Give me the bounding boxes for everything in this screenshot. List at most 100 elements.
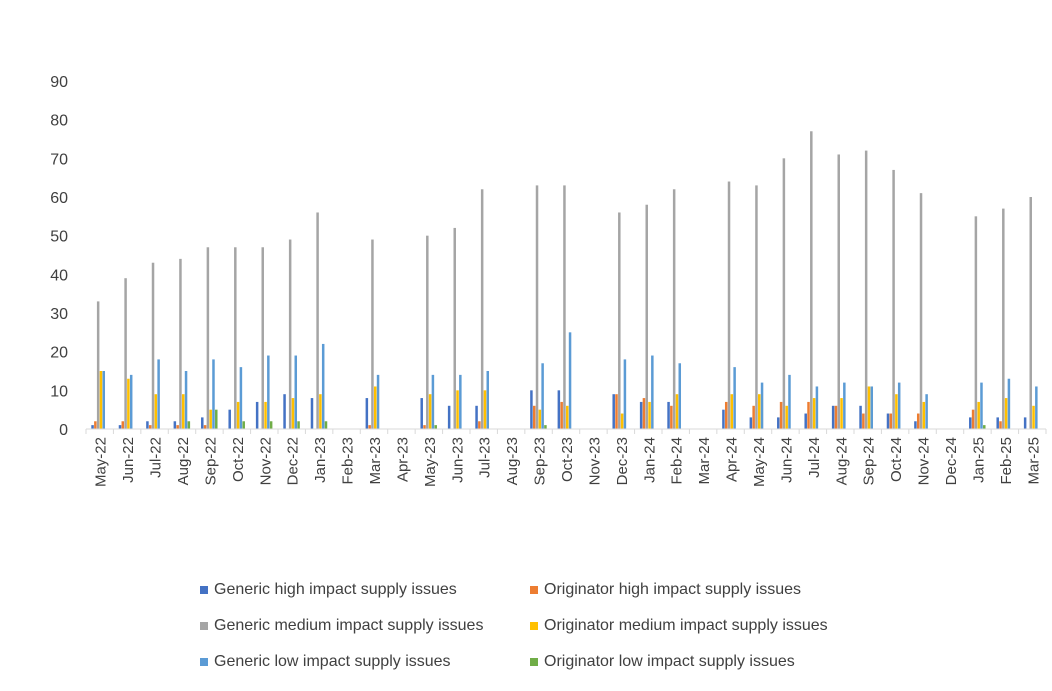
bar [804,413,807,429]
bar [867,386,871,429]
bar [843,382,846,429]
y-tick-label: 30 [50,306,68,323]
bar [239,367,243,429]
bar [291,398,295,429]
x-tick-label: Dec-22 [285,437,302,485]
bar [969,417,972,429]
bar [294,355,298,429]
bar [459,374,462,429]
bar [234,247,237,429]
legend-swatch-originator-low [530,658,538,666]
x-tick-label: May-24 [751,437,768,487]
bar [834,405,838,429]
bar [566,405,569,429]
bar [99,371,103,429]
bar [283,394,286,429]
bar [722,409,725,429]
x-tick-label: Jul-22 [148,437,165,478]
bar [612,394,615,429]
bar [1029,197,1032,429]
bar [1004,398,1008,429]
bar [977,401,980,429]
bar [203,425,207,429]
x-tick-label: Aug-22 [175,437,192,485]
x-tick-label: Jun-23 [449,437,466,483]
bar [530,390,533,429]
bar [288,239,292,429]
x-tick-label: May-22 [93,437,110,487]
bar [324,421,328,429]
x-tick-label: Dec-23 [614,437,631,485]
bar [209,409,212,429]
x-tick-label: Oct-24 [888,437,905,482]
y-tick-label: 90 [50,74,68,91]
x-tick-label: Mar-24 [696,437,713,485]
bar [648,401,651,429]
bar [914,421,917,429]
bar [815,386,819,429]
bar [532,405,536,429]
bar [486,371,490,429]
bar [672,189,676,429]
x-tick-label: Apr-23 [394,437,411,482]
legend-label-originator-medium: Originator medium impact supply issues [544,617,828,634]
bar [179,258,182,429]
bar [201,417,204,429]
y-axis-ticks: 0 10 20 30 40 50 60 70 80 90 [50,74,68,439]
bar [434,425,437,429]
bar [974,216,978,429]
bar [623,359,627,429]
bar [675,394,679,429]
bar [618,212,621,429]
bar [837,154,840,429]
bar [922,401,926,429]
legend-swatch-originator-medium [530,622,538,630]
bar [563,185,566,429]
bar [1032,405,1035,429]
bar [228,409,231,429]
bar [184,371,188,429]
bar [651,355,654,429]
bar [785,405,788,429]
bar [557,390,561,429]
bar [426,235,429,429]
bar [154,394,158,429]
bar [980,382,983,429]
bar [620,413,624,429]
bar [267,355,270,429]
bar [420,398,423,429]
x-tick-label: Nov-24 [916,437,933,485]
bar [892,169,895,429]
legend-label-generic-high: Generic high impact supply issues [214,581,457,598]
legend-label-generic-low: Generic low impact supply issues [214,653,451,670]
legend-swatch-generic-high [200,586,208,594]
x-tick-label: Jan-25 [970,437,987,483]
bar [94,421,97,429]
bar [560,401,563,429]
bar [371,239,374,429]
x-tick-label: Jul-23 [477,437,494,478]
legend-swatch-originator-high [530,586,538,594]
legend-swatch-generic-medium [200,622,208,630]
bar [544,425,547,429]
bar [483,390,487,429]
bar-chart: 0 10 20 30 40 50 60 70 80 90 May-22 Jun-22 Jul-22 Au… [50,74,1047,487]
x-tick-label: Mar-25 [1025,437,1042,485]
bar [667,401,670,429]
bar [670,405,673,429]
x-tick-label: Feb-24 [669,437,686,485]
bar [1035,386,1038,429]
bar [206,247,210,429]
bar [752,405,755,429]
bar [456,390,459,429]
x-tick-label: Jan-23 [312,437,329,483]
bar [864,150,868,429]
bar [870,386,874,429]
x-tick-label: Feb-25 [998,437,1015,485]
bar [261,247,264,429]
bar [129,374,133,429]
x-tick-label: Jun-22 [120,437,137,483]
bar [749,417,753,429]
legend-label-originator-low: Originator low impact supply issues [544,653,795,670]
